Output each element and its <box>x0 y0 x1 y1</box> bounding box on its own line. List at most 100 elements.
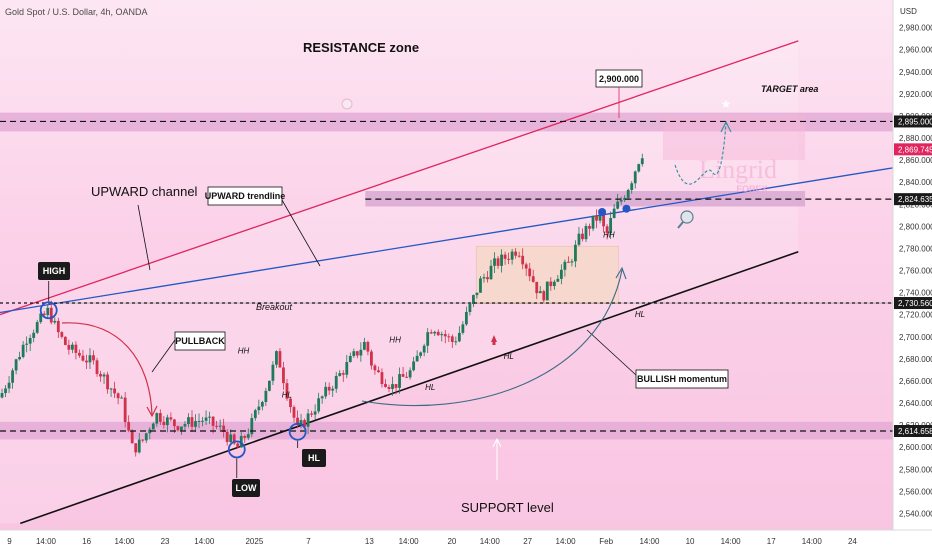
time-axis-panel[interactable] <box>0 530 932 550</box>
candle-body <box>567 261 570 263</box>
candle-body <box>0 393 4 398</box>
candle-body <box>598 214 602 221</box>
candle-body <box>479 278 482 293</box>
y-tick-label: 2,780.000 <box>899 244 932 253</box>
candle-body <box>144 433 148 441</box>
candle-body <box>331 388 335 391</box>
candle-body <box>78 352 81 356</box>
momentum-leader <box>586 329 637 376</box>
candle-body <box>204 417 208 421</box>
mid-zone <box>365 191 806 207</box>
candle-body <box>320 396 324 399</box>
candle-body <box>602 214 605 227</box>
watermark-subtext: FOREX <box>736 184 767 194</box>
candle-body <box>130 430 134 444</box>
candle-body <box>63 336 67 345</box>
candle-body <box>461 324 465 333</box>
candle-body <box>180 426 183 431</box>
candle-body <box>190 417 194 427</box>
price-tag-label: 2,869.745 <box>898 145 932 154</box>
candle-body <box>39 313 43 323</box>
candle-body <box>60 332 64 337</box>
candle-body <box>391 384 394 389</box>
candle-body <box>264 390 268 403</box>
candle-body <box>306 413 310 427</box>
candle-body <box>584 226 588 240</box>
candle-body <box>229 434 233 443</box>
y-tick-label: 2,580.000 <box>899 465 932 474</box>
y-tick-label: 2,940.000 <box>899 68 932 77</box>
candle-body <box>637 164 641 172</box>
candle-body <box>493 258 496 266</box>
price-axis-panel[interactable] <box>893 0 932 550</box>
candle-body <box>433 331 437 334</box>
target-star-icon: ★ <box>721 97 732 111</box>
candle-body <box>616 201 620 209</box>
price-tag-label: 2,824.635 <box>898 195 932 204</box>
price-tag <box>894 115 932 128</box>
gear-icon <box>341 98 353 110</box>
candle-body <box>443 334 447 337</box>
candle-body <box>106 374 109 390</box>
candle-body <box>28 337 32 344</box>
candle-body <box>415 355 419 362</box>
candle-body <box>464 311 468 325</box>
candle-body <box>559 269 563 279</box>
candle-body <box>92 355 95 361</box>
candle-body <box>552 281 556 287</box>
low-marker-label: LOW <box>232 479 260 497</box>
wave-label: HH <box>238 346 250 355</box>
candle-body <box>334 375 338 389</box>
x-tick-label: 14:00 <box>114 537 135 546</box>
candle-body <box>260 402 264 407</box>
bullish-momentum-callout: BULLISH momentum <box>635 369 729 389</box>
candle-body <box>134 443 138 453</box>
candle-body <box>496 258 500 266</box>
candle-body <box>412 361 416 371</box>
candle-body <box>7 382 11 389</box>
candle-body <box>591 215 595 229</box>
candle-body <box>285 383 289 399</box>
wave-label: HH <box>389 335 401 344</box>
candle-body <box>545 281 549 301</box>
candle-body <box>32 332 36 338</box>
watermark-logo: Lingrid <box>699 155 777 184</box>
candle-body <box>317 398 321 412</box>
y-tick-label: 2,740.000 <box>899 289 932 298</box>
resistance-zone <box>0 112 893 132</box>
y-tick-label: 2,960.000 <box>899 46 932 55</box>
marker-ring <box>39 301 58 320</box>
candle-body <box>49 307 53 323</box>
y-tick-label: 2,980.000 <box>899 24 932 33</box>
y-tick-label: 2,860.000 <box>899 156 932 165</box>
y-tick-label: 2,920.000 <box>899 90 932 99</box>
candle-body <box>542 291 546 301</box>
price-tag <box>894 193 932 206</box>
candle-body <box>158 413 162 422</box>
marker-ring <box>288 422 307 441</box>
candle-body <box>327 386 331 391</box>
candle-body <box>169 417 173 420</box>
candle-body <box>267 380 271 391</box>
candle-body <box>225 431 229 443</box>
x-tick-label: 24 <box>848 537 857 546</box>
candle-body <box>176 426 180 431</box>
candle-body <box>362 341 366 350</box>
x-tick-label: 14:00 <box>556 537 577 546</box>
x-tick-label: 14:00 <box>480 537 501 546</box>
candle-body <box>232 434 236 444</box>
candle-body <box>113 388 117 394</box>
candle-body <box>535 281 539 294</box>
price-tag <box>894 425 932 438</box>
candle-body <box>56 320 60 333</box>
candle-body <box>162 421 166 426</box>
candle-body <box>183 424 187 427</box>
x-tick-label: 14:00 <box>721 537 742 546</box>
hl-label: HL <box>308 453 320 463</box>
candle-body <box>250 418 254 435</box>
candle-body <box>127 422 131 431</box>
candle-body <box>626 189 630 198</box>
target-box <box>662 115 806 161</box>
candle-body <box>538 291 542 294</box>
